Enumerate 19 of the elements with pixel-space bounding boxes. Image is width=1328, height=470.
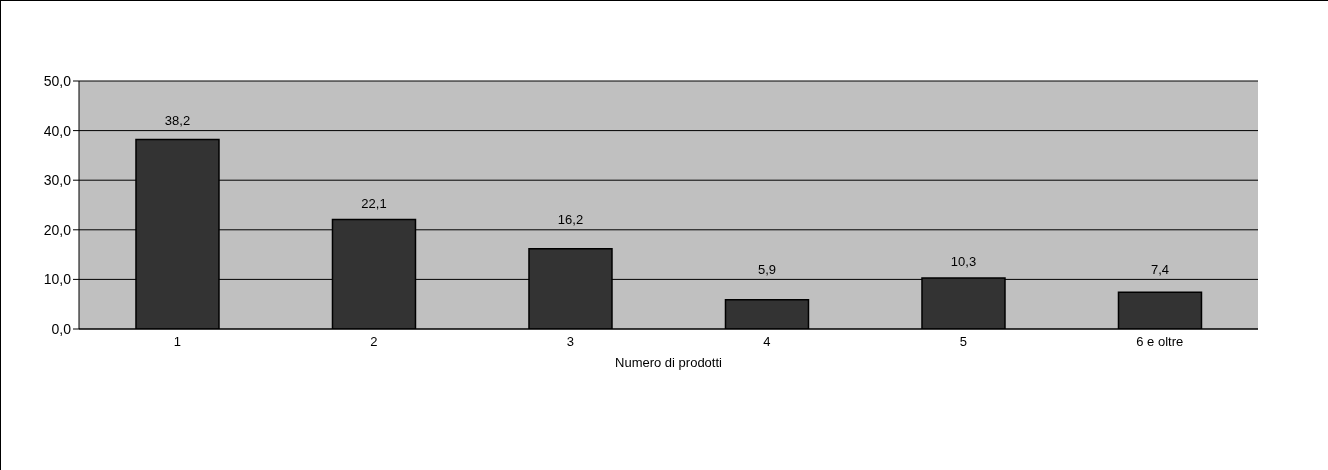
- y-tick-label: 0,0: [51, 320, 72, 337]
- x-axis-title: Numero di prodotti: [615, 355, 723, 370]
- data-label: 7,4: [1150, 261, 1170, 277]
- data-label: 16,2: [557, 212, 584, 228]
- y-tick-label: 40,0: [43, 122, 72, 139]
- x-tick-label: 4: [763, 334, 771, 350]
- x-tick-label: 5: [959, 334, 967, 350]
- y-tick-label: 50,0: [43, 72, 72, 89]
- data-label: 5,9: [757, 261, 777, 277]
- data-label: 10,3: [950, 254, 977, 270]
- y-tick-label: 20,0: [43, 221, 72, 238]
- x-tick-label: 3: [566, 334, 574, 350]
- y-tick-label: 10,0: [43, 271, 72, 288]
- x-tick-label: 2: [370, 334, 378, 350]
- y-tick-label: 30,0: [43, 172, 72, 189]
- x-tick-label: 1: [173, 334, 181, 350]
- x-tick-label: 6 e oltre: [1136, 334, 1184, 350]
- data-label: 38,2: [164, 113, 191, 129]
- data-label: 22,1: [361, 195, 387, 211]
